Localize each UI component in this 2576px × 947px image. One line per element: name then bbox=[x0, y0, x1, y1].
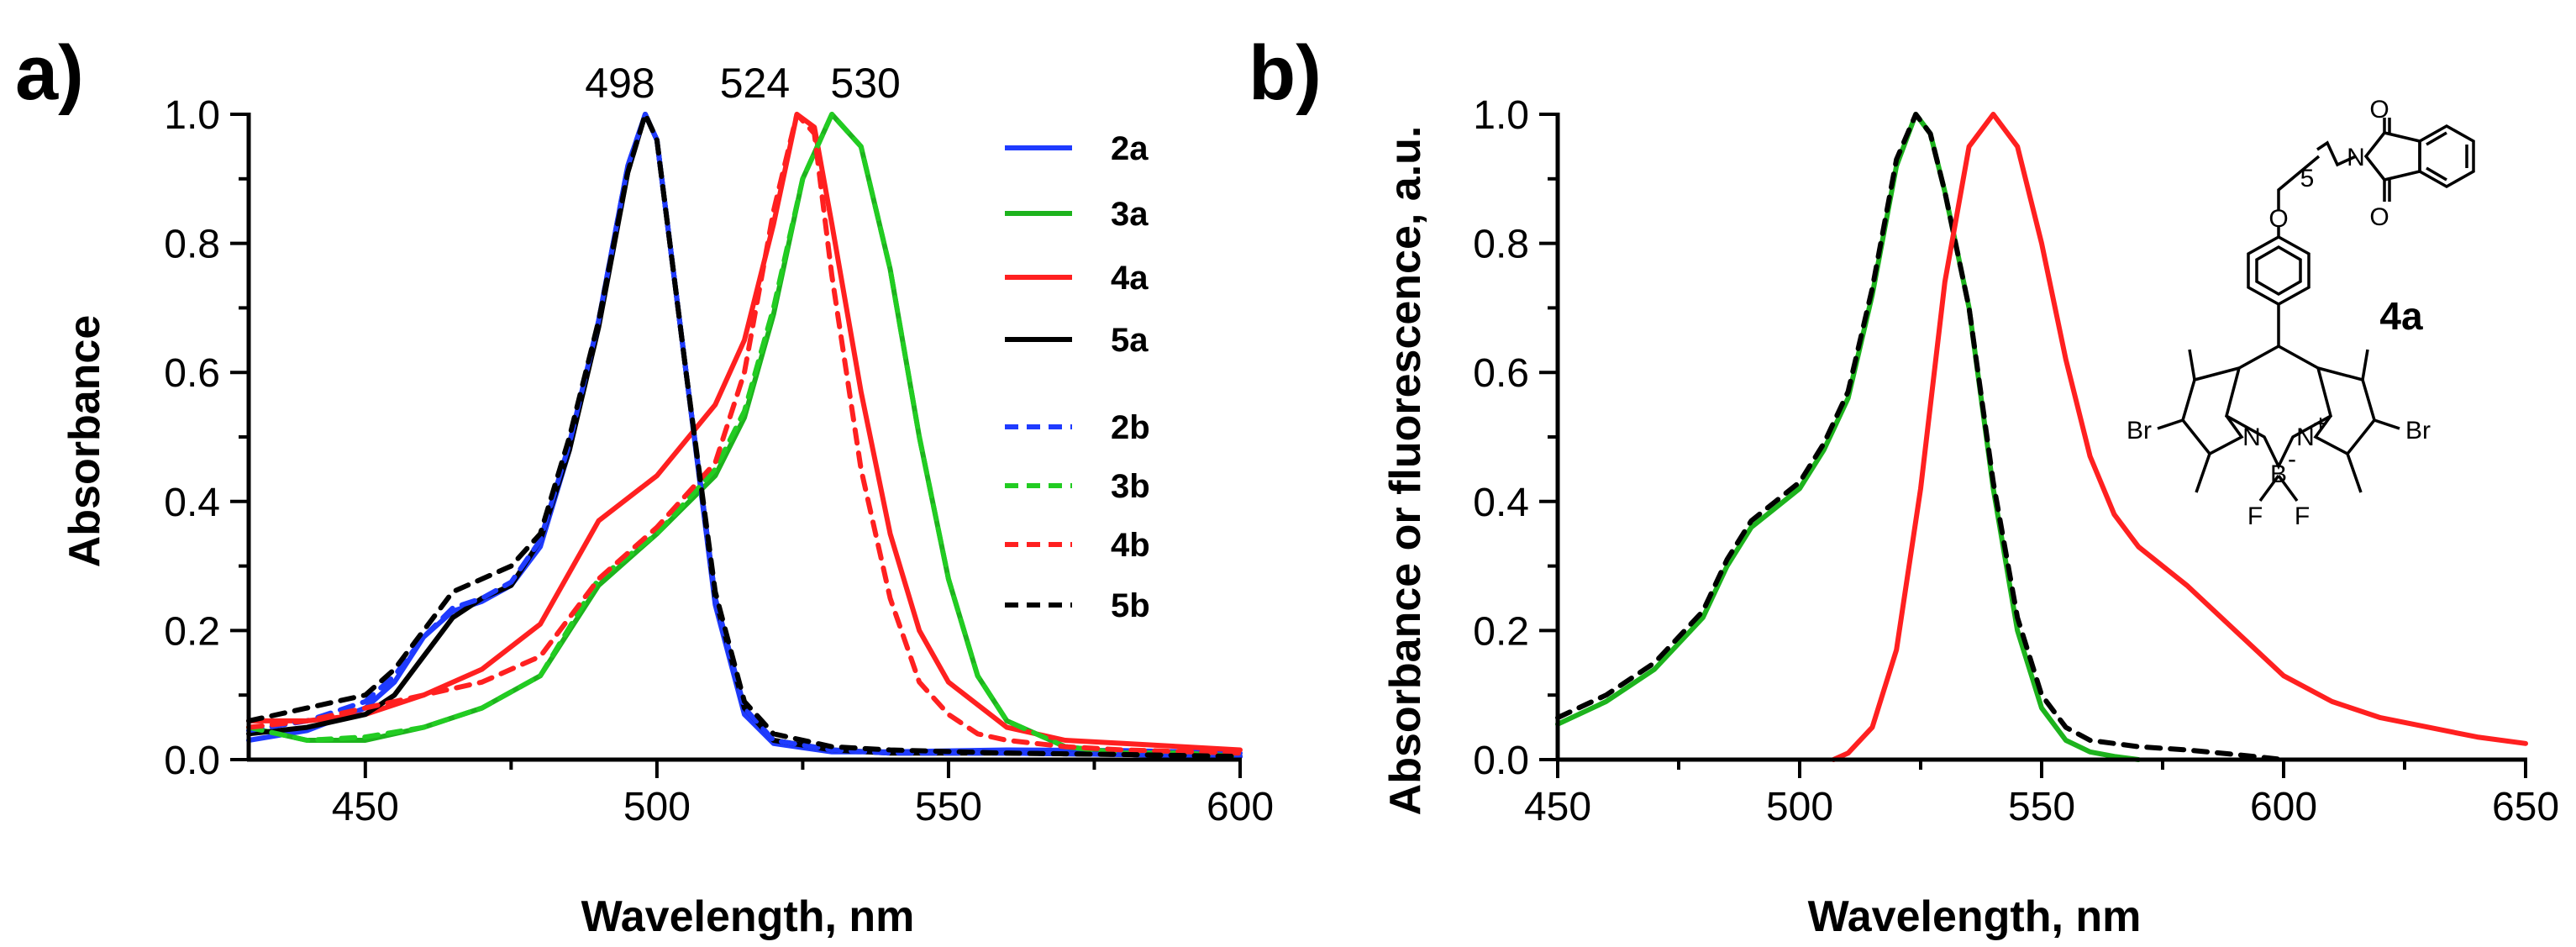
methyl-right-top bbox=[2361, 349, 2369, 381]
alkyl-linker bbox=[2277, 155, 2321, 210]
panel-b-y-tick-label: 0.6 bbox=[1473, 351, 1529, 396]
panel-a-series-5b bbox=[246, 112, 1243, 760]
right-pyrrole bbox=[2313, 366, 2376, 456]
panel-b-y-axis-title: Absorbance or fluorescence, a.u. bbox=[1381, 126, 1430, 816]
compound-label-4a: 4a bbox=[2379, 294, 2423, 338]
panel-b-x-axis-title: Wavelength, nm bbox=[1808, 892, 2142, 941]
panel-a-series-2a bbox=[246, 112, 1243, 756]
bodipy-core bbox=[2224, 345, 2333, 471]
chain-subscript: 5 bbox=[2300, 165, 2315, 192]
panel-a-y-tick-label: 0.6 bbox=[164, 351, 220, 396]
legend-label-2a: 2a bbox=[1111, 130, 1149, 167]
panel-b-plot-area bbox=[1555, 112, 2528, 762]
alkyl-chain bbox=[2316, 140, 2357, 167]
panel-a-y-tick-label: 0.4 bbox=[164, 481, 220, 525]
panel-a-series-3a bbox=[246, 112, 1243, 760]
legend-label-5b: 5b bbox=[1111, 587, 1150, 624]
atom-label-n-left: N bbox=[2242, 424, 2261, 451]
panel-b-letter: b) bbox=[1249, 30, 1322, 116]
panel-a-x-tick-label: 550 bbox=[915, 785, 982, 829]
panel-a-series-3b bbox=[246, 112, 1243, 760]
bond-double bbox=[2426, 166, 2447, 182]
panel-b-y-tick-label: 0.8 bbox=[1473, 223, 1529, 267]
panel-b-y-tick-label: 0.4 bbox=[1473, 481, 1529, 525]
panel-b-x-tick-label: 650 bbox=[2492, 785, 2559, 829]
panel-b-series-4b-absorbance bbox=[1555, 112, 2286, 762]
atom-label-o-ether: O bbox=[2268, 205, 2288, 233]
atom-label-br-left: Br bbox=[2127, 417, 2152, 445]
panel-b-x-tick-label: 550 bbox=[2008, 785, 2075, 829]
atom-label-o-top: O bbox=[2369, 96, 2389, 124]
panel-a-y-tick-label: 0.2 bbox=[164, 609, 220, 654]
panel-a-y-tick-label: 1.0 bbox=[164, 93, 220, 138]
bond-br-right bbox=[2374, 418, 2400, 430]
bond-b-f-left bbox=[2258, 474, 2280, 502]
imide-ring bbox=[2363, 131, 2421, 182]
panel-b-ticks: 450 500 550 600 650 0.0 0.2 0.4 0.6 0.8 1.0 bbox=[1473, 93, 2559, 829]
atom-label-br-right: Br bbox=[2405, 417, 2431, 445]
panel-a-peak-label-498: 498 bbox=[585, 60, 655, 107]
panel-b-x-tick-label: 500 bbox=[1766, 785, 1833, 829]
legend-label-5a: 5a bbox=[1111, 322, 1149, 359]
panel-a-y-axis-title: Absorbance bbox=[60, 315, 109, 568]
panel-a-x-axis-title: Wavelength, nm bbox=[581, 892, 915, 941]
panel-b-x-tick-label: 450 bbox=[1524, 785, 1591, 829]
atom-label-f-left: F bbox=[2247, 502, 2263, 530]
panel-b-series-4a-fluorescence bbox=[1831, 112, 2528, 762]
chemical-structure-labels: O O N 5 O 4a Br Br N N + B - F F bbox=[2127, 96, 2431, 530]
legend-label-2b: 2b bbox=[1111, 409, 1150, 446]
phenyl-ring-inner bbox=[2255, 245, 2302, 297]
panel-b-y-tick-label: 0.0 bbox=[1473, 739, 1529, 783]
panel-a-x-tick-label: 600 bbox=[1207, 785, 1274, 829]
panel-a: a) 450 500 550 600 0.0 0.2 0.4 0.6 0.8 1.0 Wavele… bbox=[15, 30, 1274, 941]
left-pyrrole bbox=[2181, 366, 2244, 456]
bond-br-left bbox=[2157, 418, 2184, 430]
bond-b-f-right bbox=[2277, 474, 2299, 502]
chemical-structure-4a bbox=[2157, 118, 2475, 502]
panel-b-y-tick-label: 1.0 bbox=[1473, 93, 1529, 138]
panel-a-peak-labels: 498 524 530 bbox=[585, 60, 901, 107]
panel-a-letter: a) bbox=[15, 30, 84, 116]
panel-a-series-2b bbox=[246, 112, 1243, 760]
methyl-left-bottom bbox=[2195, 453, 2211, 493]
bond-double bbox=[2426, 131, 2447, 146]
atom-label-n-imide: N bbox=[2347, 144, 2365, 171]
panel-a-ticks: 450 500 550 600 0.0 0.2 0.4 0.6 0.8 1.0 bbox=[164, 93, 1274, 829]
atom-label-o-bottom: O bbox=[2369, 203, 2389, 231]
atom-label-b: B bbox=[2270, 460, 2287, 488]
methyl-left-top bbox=[2188, 349, 2196, 381]
panel-b: b) 450 500 550 600 650 0.0 0.2 0.4 0.6 0.8 1.0 Wav… bbox=[1249, 30, 2559, 941]
charge-minus: - bbox=[2288, 445, 2296, 473]
panel-b-y-tick-label: 0.2 bbox=[1473, 609, 1529, 654]
panel-a-series-4b bbox=[246, 112, 1243, 756]
panel-a-legend: 2a 3a 4a 5a 2b 3b 4b 5b bbox=[1005, 130, 1150, 624]
atom-label-n-right: N bbox=[2296, 424, 2315, 451]
panel-a-y-tick-label: 0.8 bbox=[164, 223, 220, 267]
panel-b-x-tick-label: 600 bbox=[2250, 785, 2317, 829]
legend-label-4a: 4a bbox=[1111, 260, 1149, 297]
panel-a-peak-label-524: 524 bbox=[720, 60, 790, 107]
panel-a-series-5a bbox=[246, 112, 1243, 760]
charge-plus: + bbox=[2313, 410, 2328, 438]
atom-label-f-right: F bbox=[2295, 502, 2310, 530]
panel-a-peak-label-530: 530 bbox=[830, 60, 900, 107]
legend-label-3a: 3a bbox=[1111, 196, 1149, 233]
panel-a-x-tick-label: 450 bbox=[332, 785, 399, 829]
legend-label-4b: 4b bbox=[1111, 527, 1150, 564]
methyl-right-bottom bbox=[2346, 453, 2363, 493]
panel-b-series-4a-absorbance bbox=[1555, 112, 2142, 762]
panel-a-plot-area bbox=[246, 112, 1243, 760]
panel-a-x-tick-label: 500 bbox=[623, 785, 691, 829]
panel-a-series-4a bbox=[246, 112, 1243, 753]
legend-label-3b: 3b bbox=[1111, 468, 1150, 505]
panel-a-y-tick-label: 0.0 bbox=[164, 739, 220, 783]
